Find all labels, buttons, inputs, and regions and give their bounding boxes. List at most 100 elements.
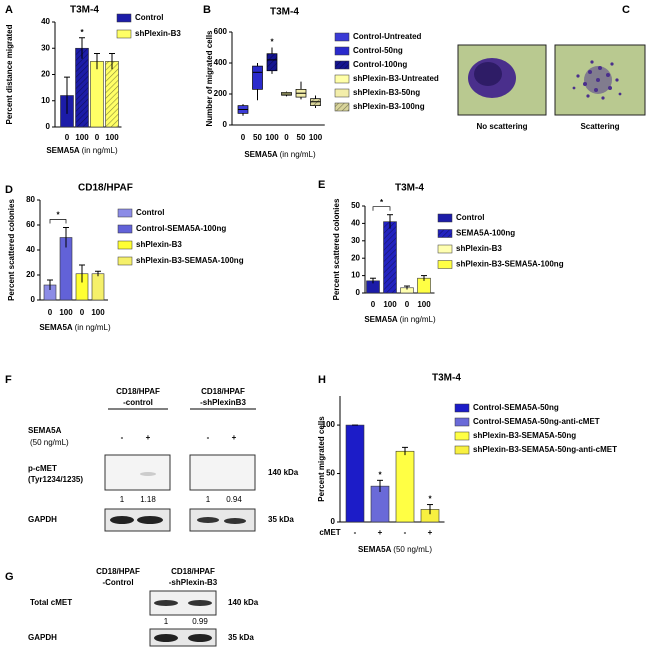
x-axis-label-main: SEMA5A xyxy=(46,146,80,155)
y-tick-label: 40 xyxy=(26,245,35,254)
legend-swatch xyxy=(334,88,350,98)
legend-swatch xyxy=(334,46,350,56)
blot-label: GAPDH xyxy=(28,633,57,642)
band xyxy=(188,600,212,606)
x-tick-label: 0 xyxy=(241,133,246,142)
panel-letter: C xyxy=(622,4,630,16)
legend-label: shPlexin-B3-SEMA5A-50ng xyxy=(473,431,576,440)
bar xyxy=(345,424,365,523)
y-tick-label: 30 xyxy=(41,43,50,52)
legend-swatch xyxy=(454,417,470,427)
x-tick-label: 0 xyxy=(80,308,85,317)
y-tick-label: 30 xyxy=(351,236,360,245)
y-tick-label: 40 xyxy=(41,17,50,26)
group-label: CD18/HPAF xyxy=(171,567,215,576)
x-tick-label: 100 xyxy=(105,133,119,142)
bar xyxy=(395,450,415,523)
y-tick-label: 80 xyxy=(26,195,35,204)
band xyxy=(188,634,212,642)
x-tick-label: 0 xyxy=(65,133,70,142)
x-axis-label: SEMA5A (in ng/mL) xyxy=(364,315,436,324)
quantification: 1 xyxy=(164,617,169,626)
error-bar xyxy=(404,285,410,290)
box xyxy=(252,65,263,90)
y-tick-label: 0 xyxy=(356,288,361,297)
y-axis-label: Percent distance migrated xyxy=(5,24,14,124)
error-bar xyxy=(370,277,376,284)
legend-label: shPlexin-B3-Untreated xyxy=(353,74,439,83)
error-bar xyxy=(402,446,408,456)
annotation: * xyxy=(270,38,274,47)
group-label: -control xyxy=(123,398,153,407)
legend-label: Control-SEMA5A-50ng-anti-cMET xyxy=(473,417,600,426)
group-label: CD18/HPAF xyxy=(116,387,160,396)
blot-label: p-cMET xyxy=(28,464,57,473)
y-tick-label: 0 xyxy=(46,122,51,131)
annotation: * xyxy=(428,495,432,504)
legend-label: Control-100ng xyxy=(353,60,407,69)
y-tick-label: 20 xyxy=(26,270,35,279)
x-axis-label: SEMA5A (in ng/mL) xyxy=(39,323,111,332)
size-label: 140 kDa xyxy=(268,468,299,477)
error-bar xyxy=(421,275,427,281)
bar xyxy=(90,61,104,128)
legend-label: SEMA5A-100ng xyxy=(456,229,515,238)
error-bar xyxy=(427,504,433,515)
size-label: 35 kDa xyxy=(228,633,254,642)
legend-label: Control xyxy=(456,213,484,222)
chart-title: T3M-4 xyxy=(432,373,461,384)
lane-label: + xyxy=(232,433,237,442)
legend-label: shPlexin-B3 xyxy=(136,240,182,249)
x-tick-label: 0 xyxy=(48,308,53,317)
blot xyxy=(104,454,171,491)
x-axis-label: SEMA5A (in ng/mL) xyxy=(244,150,316,159)
y-tick-label: 10 xyxy=(41,96,50,105)
y-tick-label: 20 xyxy=(351,253,360,262)
legend-swatch xyxy=(437,260,453,269)
significance-bracket xyxy=(49,219,67,224)
y-tick-label: 100 xyxy=(322,420,336,429)
size-label: 35 kDa xyxy=(268,515,294,524)
band xyxy=(137,516,163,524)
panel-c: C No scattering Scattering xyxy=(457,4,646,131)
chart-title: T3M-4 xyxy=(270,7,299,18)
legend-label: Control xyxy=(136,208,164,217)
panel-letter: F xyxy=(5,374,12,386)
y-tick-label: 400 xyxy=(214,58,228,67)
x-axis-label: SEMA5A (50 ng/mL) xyxy=(358,545,432,554)
row-label: cMET xyxy=(319,528,340,537)
error-bar xyxy=(94,53,100,70)
quantification: 0.99 xyxy=(192,617,208,626)
panel-letter: D xyxy=(5,184,13,196)
legend-label: shPlexin-B3-SEMA5A-100ng xyxy=(136,256,244,265)
error-bar xyxy=(95,270,101,277)
x-axis-label-main: SEMA5A xyxy=(39,323,73,332)
blot xyxy=(189,454,256,491)
bar xyxy=(105,61,119,128)
error-bar xyxy=(64,76,70,114)
box xyxy=(266,53,278,72)
group-label: CD18/HPAF xyxy=(201,387,245,396)
legend-label: shPlexin-B3-SEMA5A-50ng-anti-cMET xyxy=(473,445,617,454)
legend-swatch xyxy=(334,32,350,42)
quantification: 1.18 xyxy=(140,495,156,504)
quantification: 1 xyxy=(120,495,125,504)
x-axis-label-note: (in ng/mL) xyxy=(75,323,111,332)
legend-swatch xyxy=(117,240,133,250)
x-axis-label-note: (in ng/mL) xyxy=(82,146,118,155)
error-bar xyxy=(79,264,85,283)
blot xyxy=(189,508,256,532)
annotation: * xyxy=(380,198,384,207)
y-axis-label: Percent migrated cells xyxy=(317,416,326,502)
y-axis-label: Percent scattered colonies xyxy=(7,199,16,301)
x-axis-label: SEMA5A (in ng/mL) xyxy=(46,146,118,155)
x-tick-label: 50 xyxy=(297,133,306,142)
blot-label: GAPDH xyxy=(28,515,57,524)
panel-letter: H xyxy=(318,374,326,386)
group-label: -shPlexinB3 xyxy=(200,398,246,407)
annotation: * xyxy=(378,470,382,479)
panel-g: G CD18/HPAF -Control CD18/HPAF -shPlexin… xyxy=(5,567,259,647)
legend-label: shPlexin-B3-50ng xyxy=(353,88,420,97)
x-tick-label: 100 xyxy=(309,133,323,142)
legend-label: Control-50ng xyxy=(353,46,403,55)
